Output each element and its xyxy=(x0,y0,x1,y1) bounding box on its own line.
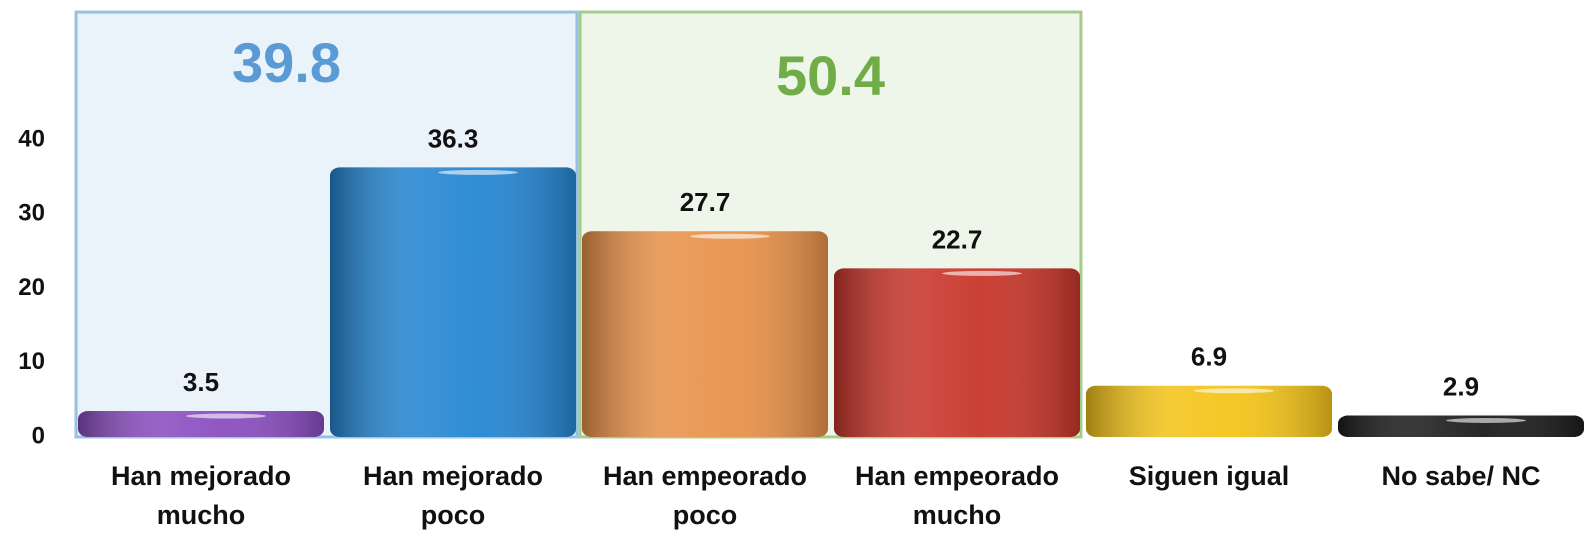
bar-highlight xyxy=(186,413,266,419)
group-total: 50.4 xyxy=(776,44,885,107)
bar-shade xyxy=(78,411,324,437)
y-tick-label: 20 xyxy=(18,274,45,301)
x-tick-label: Han mejorado poco xyxy=(362,461,544,530)
bar-shade xyxy=(1086,385,1332,437)
bar-highlight xyxy=(1194,388,1274,394)
value-label: 27.7 xyxy=(680,187,731,217)
x-tick-label: Han empeorado mucho xyxy=(854,461,1060,530)
x-tick-label: Siguen igual xyxy=(1128,461,1290,491)
x-tick-label: Han empeorado poco xyxy=(602,461,808,530)
bar-highlight xyxy=(690,233,770,239)
bar-shade xyxy=(834,268,1080,437)
y-tick-label: 30 xyxy=(18,200,45,227)
value-label: 6.9 xyxy=(1191,342,1227,372)
value-label: 36.3 xyxy=(428,123,479,153)
bar-shade xyxy=(330,167,576,437)
y-tick-label: 0 xyxy=(32,422,45,449)
bar-highlight xyxy=(1446,417,1526,423)
value-label: 2.9 xyxy=(1443,371,1479,401)
y-tick-label: 10 xyxy=(18,348,45,375)
bar-highlight xyxy=(438,169,518,175)
y-tick-label: 40 xyxy=(18,125,45,152)
bar-shade xyxy=(582,231,828,437)
value-label: 22.7 xyxy=(932,224,983,254)
x-tick-label: Han mejorado mucho xyxy=(110,461,292,530)
bar-highlight xyxy=(942,270,1022,276)
value-label: 3.5 xyxy=(183,367,219,397)
x-tick-label: No sabe/ NC xyxy=(1381,461,1541,491)
group-total: 39.8 xyxy=(232,31,341,94)
